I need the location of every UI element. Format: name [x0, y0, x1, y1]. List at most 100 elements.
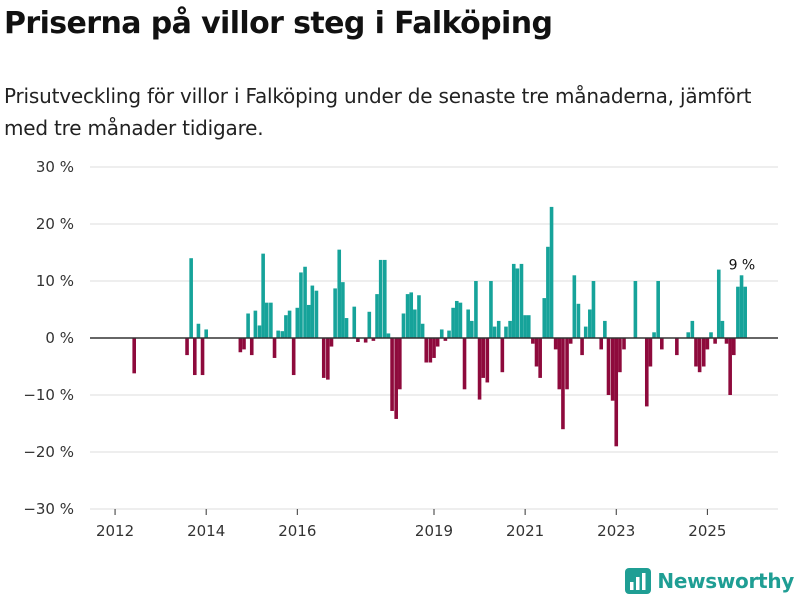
bar	[477, 338, 482, 400]
bar	[280, 331, 285, 338]
bar	[413, 309, 417, 338]
bar	[276, 330, 280, 338]
bar	[588, 309, 592, 338]
bar	[496, 320, 501, 338]
bar	[424, 338, 429, 363]
bar	[284, 315, 288, 338]
bar	[565, 338, 569, 390]
bar	[614, 338, 619, 447]
bar	[132, 338, 136, 374]
bar	[329, 338, 334, 347]
bar	[736, 286, 740, 338]
bar	[371, 338, 376, 341]
bar	[474, 281, 478, 338]
bar	[269, 302, 273, 338]
x-tick-label: 2012	[96, 522, 134, 540]
bar	[542, 298, 547, 338]
brand-name: Newsworthy	[657, 569, 794, 593]
bar	[466, 309, 470, 338]
bar	[200, 338, 205, 376]
bar	[697, 338, 702, 373]
brand-logo[interactable]: Newsworthy	[625, 568, 794, 594]
bar	[341, 282, 345, 338]
bar	[192, 338, 197, 376]
bar	[447, 330, 451, 338]
bar	[690, 320, 695, 338]
y-tick-label: −10 %	[23, 386, 74, 404]
bar	[314, 290, 319, 338]
x-tick-label: 2016	[278, 522, 316, 540]
bar	[591, 281, 596, 338]
bar	[686, 332, 691, 338]
bar	[398, 338, 402, 390]
bar	[652, 332, 656, 338]
bar	[705, 338, 710, 350]
bar	[599, 338, 604, 350]
bar	[694, 338, 698, 367]
bar	[185, 338, 189, 356]
bar	[409, 292, 414, 338]
bar	[378, 259, 383, 338]
bar	[534, 338, 539, 367]
bar	[701, 338, 706, 367]
bar	[728, 338, 732, 395]
bar	[546, 246, 550, 338]
bar	[196, 323, 201, 338]
bar-chart-logo-icon	[625, 568, 652, 594]
y-tick-label: 30 %	[36, 158, 74, 176]
bar	[610, 338, 615, 401]
bar	[204, 329, 208, 338]
y-tick-label: 10 %	[36, 272, 74, 290]
bar	[291, 338, 296, 376]
bar	[310, 285, 315, 338]
bar	[656, 281, 660, 338]
bar	[454, 300, 459, 338]
bar	[743, 286, 747, 338]
bar	[306, 304, 311, 338]
x-tick-label: 2023	[597, 522, 635, 540]
bar	[489, 281, 493, 338]
bar	[287, 310, 292, 338]
bar	[337, 249, 342, 338]
bar	[303, 266, 307, 338]
bar	[333, 288, 337, 338]
bar	[344, 318, 349, 338]
bar	[519, 263, 524, 338]
bar	[439, 329, 444, 338]
bar	[386, 333, 391, 338]
chart-title: Priserna på villor steg i Falköping	[4, 6, 553, 41]
bar	[367, 311, 372, 338]
bar	[272, 338, 277, 358]
bar	[523, 315, 527, 338]
y-tick-label: −20 %	[23, 443, 74, 461]
x-tick-label: 2025	[688, 522, 726, 540]
bar	[352, 306, 357, 338]
bar	[572, 275, 577, 338]
bar	[394, 338, 398, 419]
bar	[622, 338, 626, 350]
bar	[375, 294, 379, 338]
x-tick-label: 2019	[415, 522, 453, 540]
y-tick-label: 0 %	[45, 329, 74, 347]
bar	[732, 338, 736, 356]
bar	[257, 325, 262, 338]
x-tick-label: 2021	[506, 522, 544, 540]
bar	[432, 338, 436, 358]
bar	[511, 263, 516, 338]
bar	[580, 338, 584, 356]
bar	[709, 332, 713, 338]
bar	[675, 338, 679, 356]
bar	[470, 320, 474, 338]
bar	[538, 338, 542, 378]
grid-lines	[90, 166, 778, 510]
latest-value-label: 9 %	[729, 257, 756, 273]
bar	[462, 338, 467, 390]
bar	[189, 258, 193, 338]
bar	[295, 307, 300, 338]
axes: 30 % 20 % 10 % 0 % −10 % −20 % −30 % 2012 2014 20…	[23, 158, 778, 540]
bar	[603, 320, 607, 338]
bar	[531, 338, 535, 344]
bar	[568, 338, 573, 344]
bar	[261, 253, 265, 338]
